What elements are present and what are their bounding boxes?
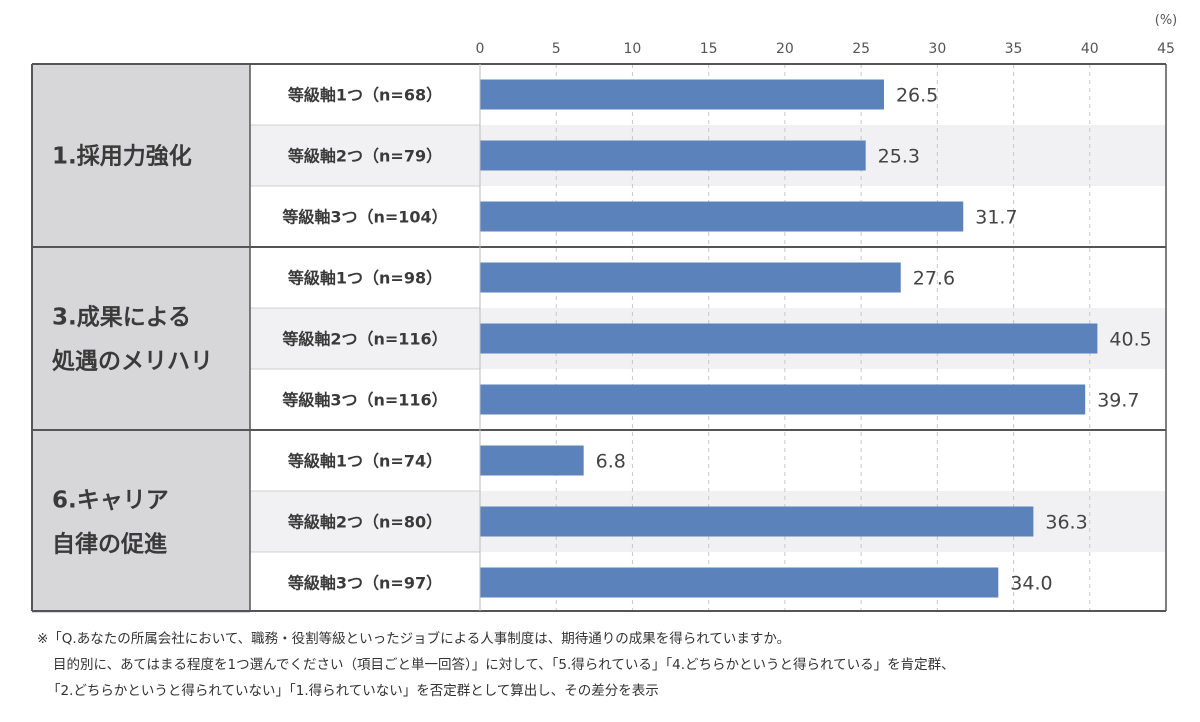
group-label: 自律の促進 — [52, 531, 167, 558]
x-tick-label: 35 — [1005, 41, 1023, 57]
row-label: 等級軸1つ（n=74） — [287, 452, 442, 471]
x-tick-label: 45 — [1157, 41, 1175, 57]
row-label: 等級軸1つ（n=98） — [287, 269, 442, 288]
bar-value-label: 26.5 — [896, 85, 938, 107]
bar — [480, 445, 584, 476]
bar-chart: (%) 0 5 10 15 20 25 30 35 40 45 1.採用力強化 等級軸1つ（n=68） 2… — [31, 13, 1178, 613]
x-tick-label: 40 — [1081, 41, 1099, 57]
x-tick-label: 5 — [552, 41, 561, 57]
group-label: 3.成果による — [52, 305, 191, 331]
footnote-line-2: 目的別に、あてはまる程度を1つ選んでください（項目ごと単一回答）」に対して、「5… — [53, 657, 955, 673]
bar — [480, 201, 964, 232]
bar — [480, 323, 1098, 354]
bar — [480, 262, 901, 293]
x-tick-label: 20 — [776, 41, 794, 57]
bar-value-label: 39.7 — [1097, 390, 1139, 412]
footnote: ※「Q.あなたの所属会社において、職務・役割等級といったジョブによる人事制度は、… — [37, 626, 1177, 704]
bar-value-label: 6.8 — [596, 451, 626, 473]
row-label: 等級軸1つ（n=68） — [287, 86, 442, 105]
row-label: 等級軸3つ（n=97） — [287, 574, 442, 593]
group-label: 処遇のメリハリ — [52, 348, 213, 375]
row-label: 等級軸3つ（n=116） — [281, 391, 447, 410]
bar-value-label: 25.3 — [878, 146, 920, 168]
bar-value-label: 34.0 — [1010, 573, 1052, 595]
row-label: 等級軸3つ（n=104） — [281, 208, 447, 227]
group-label: 1.採用力強化 — [52, 143, 192, 170]
row-label: 等級軸2つ（n=116） — [281, 330, 447, 349]
row-label: 等級軸2つ（n=80） — [287, 513, 442, 532]
bar-value-label: 27.6 — [913, 268, 955, 290]
bar — [480, 384, 1086, 415]
bar — [480, 567, 999, 598]
footnote-line-3: 「2.どちらかというと得られていない」「1.得られていない」を否定群として算出し… — [47, 683, 659, 699]
x-tick-label: 0 — [476, 41, 485, 57]
bar — [480, 140, 866, 171]
x-tick-label: 10 — [624, 41, 642, 57]
x-tick-label: 15 — [700, 41, 718, 57]
group-label-cell — [32, 430, 250, 613]
x-tick-label: 30 — [928, 41, 946, 57]
row-label: 等級軸2つ（n=79） — [287, 147, 442, 166]
group-label-cell — [32, 64, 250, 247]
axis-unit-label: (%) — [1155, 13, 1178, 28]
group-label: 6.キャリア — [52, 488, 169, 514]
bar — [480, 79, 884, 110]
group-label-cell — [32, 247, 250, 430]
x-tick-label: 25 — [852, 41, 870, 57]
bar-value-label: 40.5 — [1109, 329, 1151, 351]
bar-value-label: 31.7 — [975, 207, 1017, 229]
bar-value-label: 36.3 — [1045, 512, 1087, 534]
bar — [480, 506, 1034, 537]
footnote-line-1: ※「Q.あなたの所属会社において、職務・役割等級といったジョブによる人事制度は、… — [37, 631, 791, 647]
